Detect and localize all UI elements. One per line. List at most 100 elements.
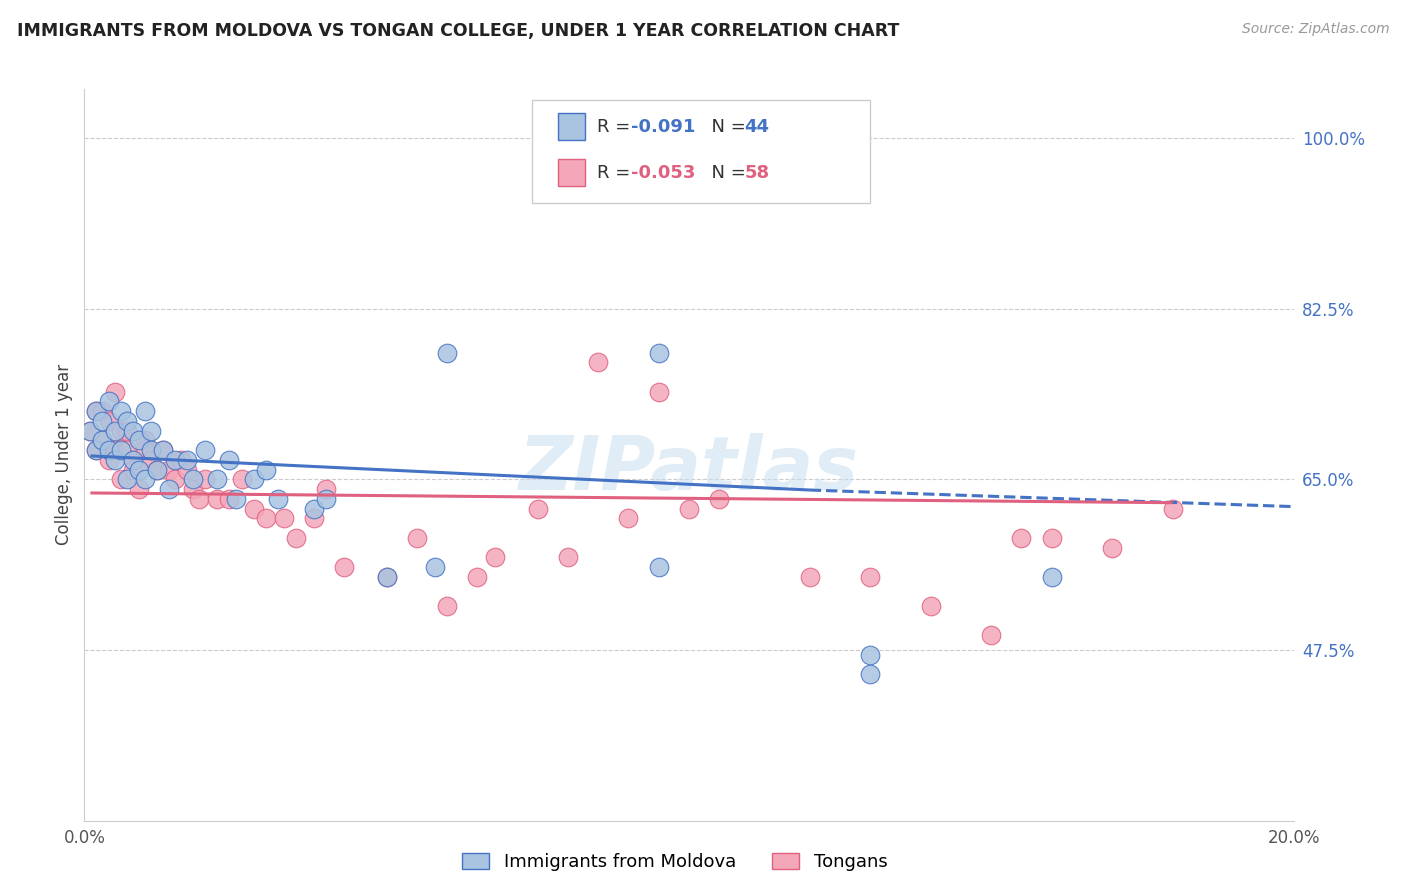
FancyBboxPatch shape	[558, 159, 585, 186]
FancyBboxPatch shape	[558, 112, 585, 140]
Point	[588, 355, 610, 369]
Y-axis label: College, Under 1 year: College, Under 1 year	[55, 364, 73, 546]
Point	[110, 424, 132, 438]
Point	[181, 482, 204, 496]
Point	[79, 424, 101, 438]
Point	[920, 599, 942, 613]
Point	[980, 628, 1002, 642]
Point	[799, 570, 821, 584]
Point	[86, 404, 108, 418]
Point	[121, 462, 143, 476]
Point	[104, 424, 127, 438]
Text: N =: N =	[700, 163, 751, 182]
Point	[134, 434, 156, 448]
Point	[225, 491, 247, 506]
Point	[110, 443, 132, 458]
Point	[115, 414, 138, 428]
Point	[115, 443, 138, 458]
Point	[139, 452, 162, 467]
FancyBboxPatch shape	[531, 100, 870, 202]
Point	[194, 443, 217, 458]
Point	[231, 472, 253, 486]
Text: 44: 44	[745, 118, 769, 136]
Point	[121, 452, 143, 467]
Point	[648, 384, 671, 399]
Point	[110, 404, 132, 418]
Point	[1040, 531, 1063, 545]
Point	[242, 501, 264, 516]
Point	[91, 404, 114, 418]
Point	[97, 443, 120, 458]
Point	[104, 384, 127, 399]
Text: IMMIGRANTS FROM MOLDOVA VS TONGAN COLLEGE, UNDER 1 YEAR CORRELATION CHART: IMMIGRANTS FROM MOLDOVA VS TONGAN COLLEG…	[17, 22, 900, 40]
Point	[139, 424, 162, 438]
Point	[157, 462, 180, 476]
Point	[128, 482, 150, 496]
Point	[859, 667, 882, 681]
Point	[859, 570, 882, 584]
Point	[242, 472, 264, 486]
Point	[267, 491, 290, 506]
Point	[467, 570, 489, 584]
Point	[104, 452, 127, 467]
Point	[115, 424, 138, 438]
Point	[128, 462, 150, 476]
Point	[134, 472, 156, 486]
Point	[121, 452, 143, 467]
Point	[110, 472, 132, 486]
Point	[188, 491, 211, 506]
Point	[302, 511, 325, 525]
Point	[406, 531, 429, 545]
Text: ZIPatlas: ZIPatlas	[519, 433, 859, 506]
Point	[139, 443, 162, 458]
Point	[678, 501, 700, 516]
Point	[218, 452, 240, 467]
Point	[436, 599, 458, 613]
Point	[709, 491, 731, 506]
Point	[134, 404, 156, 418]
Point	[527, 501, 550, 516]
Point	[165, 472, 187, 486]
Point	[91, 414, 114, 428]
Point	[254, 511, 277, 525]
Point	[194, 472, 217, 486]
Point	[97, 414, 120, 428]
Point	[375, 570, 398, 584]
Point	[165, 452, 187, 467]
Text: R =: R =	[598, 118, 636, 136]
Point	[176, 452, 198, 467]
Point	[97, 452, 120, 467]
Point	[648, 345, 671, 359]
Point	[648, 560, 671, 574]
Text: R =: R =	[598, 163, 636, 182]
Point	[176, 462, 198, 476]
Point	[423, 560, 446, 574]
Point	[484, 550, 506, 565]
Point	[617, 511, 640, 525]
Point	[157, 482, 180, 496]
Text: Source: ZipAtlas.com: Source: ZipAtlas.com	[1241, 22, 1389, 37]
Point	[315, 482, 337, 496]
Text: N =: N =	[700, 118, 751, 136]
Point	[104, 443, 127, 458]
Point	[97, 394, 120, 409]
Point	[152, 443, 174, 458]
Text: -0.053: -0.053	[631, 163, 696, 182]
Point	[86, 443, 108, 458]
Point	[146, 462, 169, 476]
Point	[1040, 570, 1063, 584]
Point	[91, 434, 114, 448]
Point	[86, 443, 108, 458]
Point	[170, 452, 193, 467]
Point	[557, 550, 579, 565]
Point	[207, 491, 229, 506]
Point	[152, 443, 174, 458]
Point	[1161, 501, 1184, 516]
Point	[128, 434, 150, 448]
Text: -0.091: -0.091	[631, 118, 696, 136]
Point	[273, 511, 295, 525]
Point	[79, 424, 101, 438]
Point	[115, 472, 138, 486]
Legend: Immigrants from Moldova, Tongans: Immigrants from Moldova, Tongans	[456, 846, 894, 879]
Point	[302, 501, 325, 516]
